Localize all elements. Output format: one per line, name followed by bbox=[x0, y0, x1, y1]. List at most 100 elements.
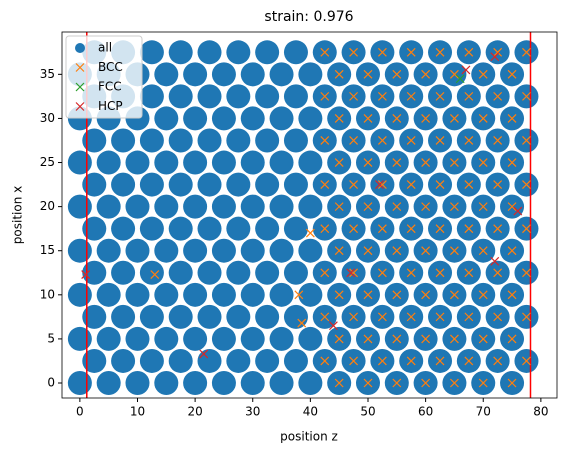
point bbox=[183, 150, 208, 175]
point bbox=[199, 349, 209, 359]
point bbox=[450, 114, 459, 123]
point bbox=[522, 356, 531, 366]
point bbox=[82, 304, 107, 329]
y-tick-label: 30 bbox=[40, 111, 55, 125]
point bbox=[334, 334, 344, 344]
point bbox=[320, 91, 330, 101]
x-axis-label: position z bbox=[280, 430, 338, 444]
point bbox=[168, 84, 193, 109]
point bbox=[82, 128, 107, 153]
point bbox=[269, 326, 294, 351]
point bbox=[377, 356, 387, 366]
point bbox=[269, 238, 294, 263]
point bbox=[406, 356, 416, 366]
x-tick-label: 20 bbox=[187, 405, 202, 419]
point bbox=[363, 334, 373, 344]
legend-label: all bbox=[98, 41, 112, 55]
point bbox=[183, 62, 208, 87]
point bbox=[240, 194, 265, 219]
point bbox=[168, 172, 193, 197]
point bbox=[406, 312, 416, 322]
point bbox=[226, 172, 251, 197]
point bbox=[377, 136, 387, 145]
point bbox=[392, 114, 402, 123]
legend: all BCC FCC HCP bbox=[65, 35, 143, 119]
point bbox=[450, 378, 459, 388]
point bbox=[139, 348, 164, 373]
point bbox=[493, 224, 503, 234]
point bbox=[283, 216, 308, 241]
point bbox=[269, 194, 294, 219]
point bbox=[363, 378, 373, 388]
point bbox=[421, 334, 431, 344]
point bbox=[226, 260, 251, 285]
point bbox=[154, 371, 179, 396]
point bbox=[283, 128, 308, 153]
point bbox=[139, 172, 164, 197]
point bbox=[421, 69, 431, 79]
point bbox=[67, 194, 92, 219]
point bbox=[363, 202, 373, 212]
point bbox=[522, 47, 531, 57]
point bbox=[349, 224, 359, 234]
legend-marker bbox=[75, 82, 85, 92]
point bbox=[522, 136, 531, 145]
point bbox=[320, 224, 330, 234]
point bbox=[363, 246, 373, 256]
point bbox=[168, 348, 193, 373]
point bbox=[294, 290, 304, 300]
point bbox=[183, 371, 208, 396]
point bbox=[478, 334, 488, 344]
point bbox=[154, 106, 179, 131]
point bbox=[522, 312, 531, 322]
point bbox=[255, 216, 280, 241]
point bbox=[435, 180, 445, 189]
point bbox=[197, 128, 222, 153]
point bbox=[363, 114, 373, 123]
point bbox=[211, 194, 236, 219]
point bbox=[255, 304, 280, 329]
point bbox=[421, 378, 431, 388]
point bbox=[450, 158, 459, 167]
point bbox=[82, 348, 107, 373]
point bbox=[197, 84, 222, 109]
point bbox=[269, 282, 294, 307]
point bbox=[328, 321, 338, 331]
point bbox=[363, 290, 373, 300]
point bbox=[406, 224, 416, 234]
point bbox=[349, 268, 359, 278]
point bbox=[298, 371, 323, 396]
point bbox=[522, 224, 531, 234]
point bbox=[255, 348, 280, 373]
point bbox=[490, 256, 500, 266]
point bbox=[111, 260, 136, 285]
point bbox=[493, 136, 503, 145]
point bbox=[522, 180, 531, 189]
point bbox=[255, 40, 280, 65]
point bbox=[493, 268, 503, 278]
point bbox=[349, 356, 359, 366]
point bbox=[392, 290, 402, 300]
point bbox=[183, 282, 208, 307]
point bbox=[154, 150, 179, 175]
legend-label: BCC bbox=[98, 60, 123, 74]
legend-label: FCC bbox=[98, 80, 122, 94]
point bbox=[240, 371, 265, 396]
point bbox=[421, 290, 431, 300]
y-tick-label: 0 bbox=[47, 376, 55, 390]
point bbox=[139, 216, 164, 241]
point bbox=[375, 180, 384, 189]
point bbox=[240, 106, 265, 131]
y-tick-label: 35 bbox=[40, 67, 55, 81]
point bbox=[226, 348, 251, 373]
point bbox=[111, 128, 136, 153]
point bbox=[349, 47, 359, 57]
point bbox=[96, 238, 121, 263]
point bbox=[392, 202, 402, 212]
point bbox=[111, 304, 136, 329]
point bbox=[464, 268, 474, 278]
point bbox=[240, 150, 265, 175]
point bbox=[125, 326, 150, 351]
point bbox=[226, 84, 251, 109]
point bbox=[139, 84, 164, 109]
